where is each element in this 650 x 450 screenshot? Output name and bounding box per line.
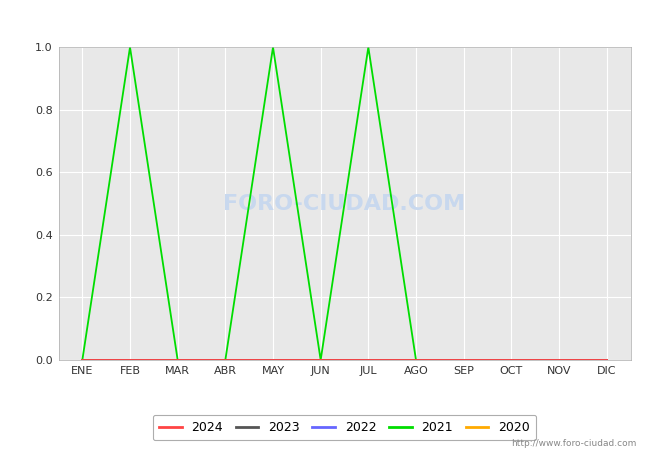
Text: FORO-CIUDAD.COM: FORO-CIUDAD.COM bbox=[224, 194, 465, 214]
Legend: 2024, 2023, 2022, 2021, 2020: 2024, 2023, 2022, 2021, 2020 bbox=[153, 415, 536, 440]
Text: http://www.foro-ciudad.com: http://www.foro-ciudad.com bbox=[512, 439, 637, 448]
Text: Matriculaciones de Vehiculos en Iglesiarrubia: Matriculaciones de Vehiculos en Iglesiar… bbox=[144, 9, 506, 24]
